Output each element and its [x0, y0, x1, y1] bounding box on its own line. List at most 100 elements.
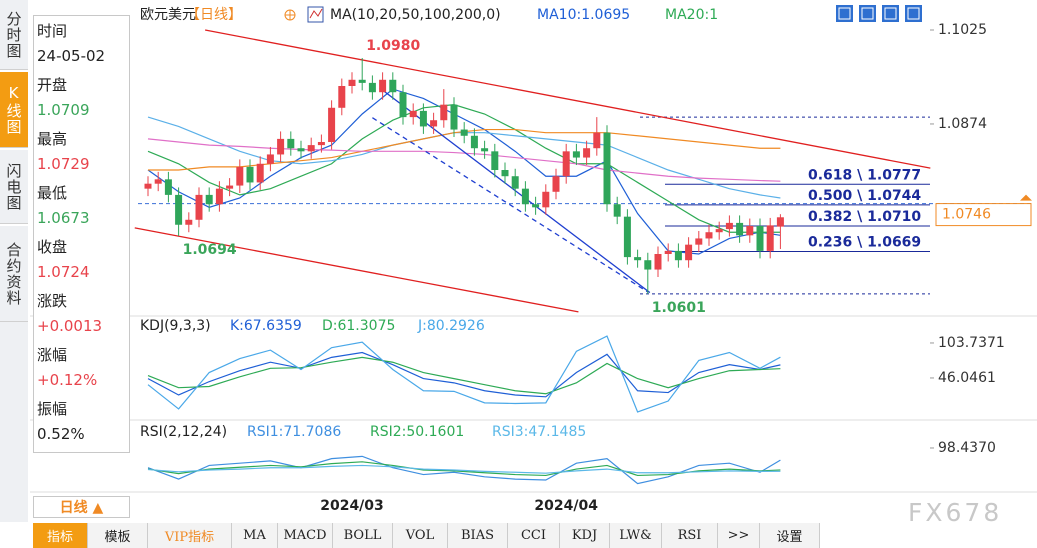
toolbar-tab[interactable]: 指标: [33, 523, 88, 548]
y-tick-label: 46.0461: [938, 370, 996, 386]
period-button[interactable]: 日线 ▲: [33, 496, 130, 518]
fib-label: 0.382 \ 1.0710: [808, 209, 921, 225]
candle-body: [215, 188, 223, 205]
toolbar-tab[interactable]: BIAS: [448, 523, 508, 548]
toolbar-tab[interactable]: BOLL: [333, 523, 393, 548]
candle-body: [593, 132, 601, 149]
sidebar-tab[interactable]: 分时图: [0, 0, 28, 70]
info-label: 开盘: [37, 76, 68, 94]
candle-body: [572, 151, 580, 158]
candle-body: [144, 183, 152, 189]
period-label: 【日线】: [186, 7, 242, 23]
toolbar-tab[interactable]: MA: [232, 523, 278, 548]
candle-body: [715, 229, 723, 233]
y-tick-label: 1.0874: [938, 116, 987, 132]
toolbar-tab[interactable]: RSI: [662, 523, 718, 548]
toolbar-tab[interactable]: VIP指标: [148, 523, 232, 548]
candle-body: [511, 176, 519, 189]
ma-line: [147, 104, 781, 233]
candle-body: [674, 250, 682, 261]
candle-body: [552, 176, 560, 192]
toolbar-tab[interactable]: VOL: [393, 523, 448, 548]
ma-line: [147, 116, 781, 199]
candle-body: [368, 82, 376, 93]
candle-body: [307, 145, 315, 152]
candle-body: [603, 132, 611, 205]
toolbar-tab[interactable]: KDJ: [560, 523, 610, 548]
sidebar-tab[interactable]: 闪电图: [0, 150, 28, 224]
toolbar-tab[interactable]: 设置: [760, 523, 820, 548]
candle-body: [236, 166, 244, 186]
candle-body: [195, 194, 203, 220]
x-tick-label: 2024/03: [320, 498, 384, 514]
candle-body: [277, 138, 285, 155]
candle-body: [532, 204, 540, 208]
tool-icon[interactable]: [882, 5, 899, 22]
tool-icon[interactable]: [836, 5, 853, 22]
last-price-label: 1.0746: [942, 207, 991, 223]
tool-icon[interactable]: [905, 5, 922, 22]
candle-body: [491, 151, 499, 170]
fib-label: 0.236 \ 1.0669: [808, 235, 921, 251]
toolbar-tab[interactable]: CCI: [508, 523, 560, 548]
kdj-title: KDJ(9,3,3): [140, 318, 211, 334]
last-price-box: [935, 203, 1032, 227]
candle-body: [501, 170, 509, 177]
candle-body: [705, 232, 713, 239]
info-label: 时间: [37, 22, 68, 40]
candle-body: [419, 110, 427, 127]
sidebar-tab[interactable]: 合约资料: [0, 226, 28, 322]
candle-body: [328, 107, 336, 142]
indicator-line: [147, 356, 781, 395]
ma-line: [148, 128, 781, 171]
candle-body: [623, 216, 631, 258]
legend-entry: RSI3:47.1485: [492, 424, 586, 440]
candle-body: [776, 217, 784, 227]
candle-body: [389, 79, 397, 93]
tool-icon: [861, 7, 874, 20]
y-tick-label: 98.4370: [938, 440, 996, 456]
legend-entry: RSI2:50.1601: [370, 424, 464, 440]
candle-body: [287, 138, 295, 149]
tool-icon[interactable]: [859, 5, 876, 22]
chart: 欧元美元 【日线】 MA(10,20,50,100,200,0) MA10:1.…: [30, 5, 1037, 514]
last-price-arrow: [1020, 194, 1032, 201]
candle-body: [450, 104, 458, 130]
ma-value: MA20:1: [665, 7, 718, 23]
annotation: 1.0980: [366, 38, 420, 54]
ma-line: [147, 138, 781, 182]
indicator-label: MA(10,20,50,100,200,0): [330, 7, 501, 23]
candle-body: [175, 194, 183, 225]
candle-body: [766, 225, 774, 251]
info-label: 收盘: [37, 238, 68, 256]
toolbar-tab[interactable]: LW&: [610, 523, 662, 548]
ma-icon[interactable]: [307, 6, 324, 23]
candle-body: [481, 148, 489, 152]
candle-body: [736, 222, 744, 236]
candle-body: [634, 257, 642, 261]
indicator-line: [147, 351, 781, 398]
legend-entry: J:80.2926: [417, 318, 485, 334]
fib-label: 0.500 \ 1.0744: [808, 188, 921, 204]
tool-icon: [884, 7, 897, 20]
candle-body: [613, 204, 621, 217]
toolbar-tab[interactable]: 模板: [88, 523, 148, 548]
y-tick-label: 1.1025: [938, 22, 987, 38]
candle-body: [685, 244, 693, 261]
info-panel: 时间 24-05-02 开盘 1.0709 最高 1.0729 最低 1.0673 收盘 1.07…: [33, 15, 130, 453]
toolbar-tab[interactable]: MACD: [278, 523, 333, 548]
indicator-line: [147, 335, 781, 413]
candle-body: [756, 226, 764, 251]
sidebar-tab[interactable]: K线图: [0, 72, 28, 148]
toolbar-tab[interactable]: >>: [718, 523, 760, 548]
sidebar-fill: [0, 322, 28, 522]
candle-body: [695, 238, 703, 245]
annotation: 1.0601: [652, 300, 706, 316]
candle-body: [440, 104, 448, 121]
info-label: 涨幅: [37, 346, 68, 364]
info-label: 最高: [37, 130, 68, 148]
annotation: 1.0694: [183, 242, 237, 258]
info-label: 涨跌: [37, 292, 68, 310]
candle-body: [430, 120, 438, 127]
